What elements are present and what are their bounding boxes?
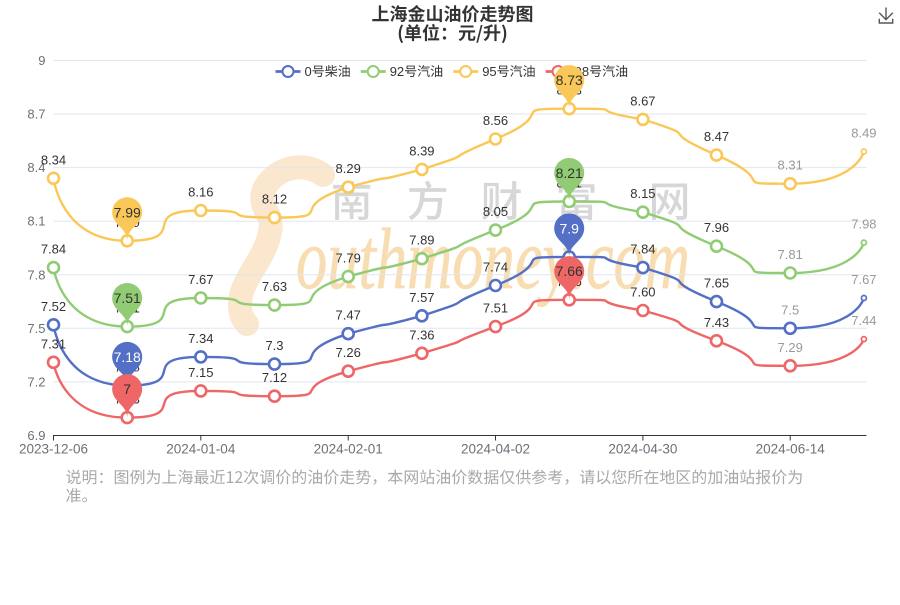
svg-text:7.31: 7.31 bbox=[41, 336, 66, 351]
svg-text:8.12: 8.12 bbox=[262, 192, 287, 207]
svg-text:8.47: 8.47 bbox=[704, 129, 729, 144]
svg-text:7.66: 7.66 bbox=[556, 263, 583, 279]
svg-text:7.60: 7.60 bbox=[630, 285, 655, 300]
svg-text:7.5: 7.5 bbox=[27, 321, 45, 336]
svg-text:7.89: 7.89 bbox=[409, 233, 434, 248]
svg-text:6.9: 6.9 bbox=[27, 428, 45, 443]
svg-text:7.84: 7.84 bbox=[630, 242, 655, 257]
svg-text:7.47: 7.47 bbox=[336, 308, 361, 323]
svg-text:95: 95 bbox=[482, 64, 496, 79]
svg-text:9: 9 bbox=[38, 53, 45, 68]
svg-text:7.67: 7.67 bbox=[188, 272, 213, 287]
svg-text:8.16: 8.16 bbox=[188, 185, 213, 200]
svg-text:7.34: 7.34 bbox=[188, 331, 213, 346]
svg-text:7: 7 bbox=[123, 381, 131, 397]
svg-text:7.5: 7.5 bbox=[781, 302, 799, 317]
svg-text:7.96: 7.96 bbox=[704, 220, 729, 235]
svg-text:2024-04-02: 2024-04-02 bbox=[461, 442, 530, 457]
svg-text:7.52: 7.52 bbox=[41, 299, 66, 314]
svg-text:0: 0 bbox=[305, 64, 312, 79]
svg-text:7.81: 7.81 bbox=[778, 247, 803, 262]
svg-text:8.05: 8.05 bbox=[483, 204, 508, 219]
svg-text:92: 92 bbox=[390, 64, 404, 79]
svg-text:8.21: 8.21 bbox=[556, 165, 583, 181]
svg-text:7.65: 7.65 bbox=[704, 276, 729, 291]
svg-text:7.67: 7.67 bbox=[851, 272, 876, 287]
svg-text:8.49: 8.49 bbox=[851, 126, 876, 141]
svg-text:7.79: 7.79 bbox=[336, 251, 361, 266]
svg-text:8.15: 8.15 bbox=[630, 186, 655, 201]
svg-text:7.15: 7.15 bbox=[188, 365, 213, 380]
svg-text:7.43: 7.43 bbox=[704, 315, 729, 330]
svg-text:7.26: 7.26 bbox=[336, 345, 361, 360]
svg-text:7.51: 7.51 bbox=[114, 290, 141, 306]
svg-text:7.99: 7.99 bbox=[114, 204, 141, 220]
svg-text:8.34: 8.34 bbox=[41, 152, 66, 167]
svg-text:2024-06-14: 2024-06-14 bbox=[756, 442, 826, 457]
svg-text:8.73: 8.73 bbox=[556, 72, 583, 88]
svg-text:2024-04-30: 2024-04-30 bbox=[608, 442, 677, 457]
svg-text:7.2: 7.2 bbox=[27, 374, 45, 389]
svg-text:7.18: 7.18 bbox=[114, 349, 141, 365]
svg-text:7.51: 7.51 bbox=[483, 301, 508, 316]
svg-text:7.57: 7.57 bbox=[409, 290, 434, 305]
svg-text:7.84: 7.84 bbox=[41, 242, 66, 257]
svg-text:8.7: 8.7 bbox=[27, 107, 45, 122]
svg-text:7.63: 7.63 bbox=[262, 279, 287, 294]
svg-text:8.4: 8.4 bbox=[27, 160, 45, 175]
svg-text:7.8: 7.8 bbox=[27, 267, 45, 282]
svg-text:7.74: 7.74 bbox=[483, 260, 508, 275]
svg-text:7.3: 7.3 bbox=[265, 338, 283, 353]
svg-text:7.12: 7.12 bbox=[262, 370, 287, 385]
svg-text:8.39: 8.39 bbox=[409, 143, 434, 158]
svg-text:2024-02-01: 2024-02-01 bbox=[314, 442, 383, 457]
svg-text:8.1: 8.1 bbox=[27, 214, 45, 229]
svg-text:7.98: 7.98 bbox=[851, 217, 876, 232]
svg-text:7.9: 7.9 bbox=[559, 220, 579, 236]
svg-text:2024-01-04: 2024-01-04 bbox=[166, 442, 236, 457]
svg-text:7.36: 7.36 bbox=[409, 327, 434, 342]
svg-text:8.67: 8.67 bbox=[630, 93, 655, 108]
svg-text:2023-12-06: 2023-12-06 bbox=[19, 442, 88, 457]
svg-text:7.29: 7.29 bbox=[778, 340, 803, 355]
svg-text:7.44: 7.44 bbox=[851, 313, 876, 328]
svg-text:8.31: 8.31 bbox=[778, 158, 803, 173]
svg-text:8.56: 8.56 bbox=[483, 113, 508, 128]
svg-text:8.29: 8.29 bbox=[336, 161, 361, 176]
